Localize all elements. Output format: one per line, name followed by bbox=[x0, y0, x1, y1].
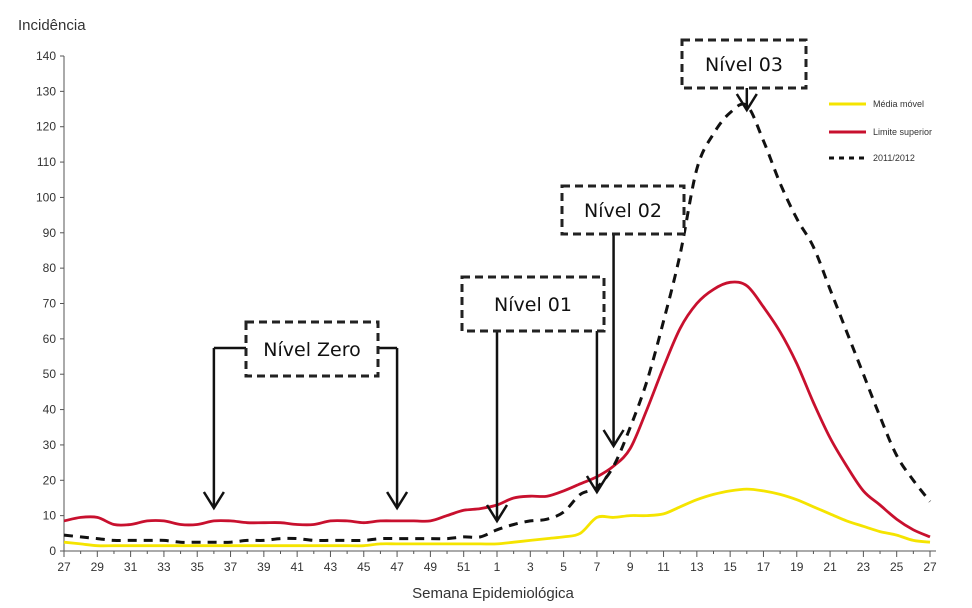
nivel-03-label: Nível 03 bbox=[705, 54, 783, 76]
y-tick-label: 0 bbox=[49, 544, 56, 558]
x-tick-label: 41 bbox=[290, 560, 304, 574]
nivel-zero-box bbox=[244, 320, 380, 378]
x-tick-label: 51 bbox=[457, 560, 471, 574]
x-tick-label: 1 bbox=[494, 560, 501, 574]
nivel-zero-left-arrow-head bbox=[202, 491, 225, 511]
legend-2011-2012-label: 2011/2012 bbox=[873, 153, 915, 163]
x-tick-label: 23 bbox=[857, 560, 871, 574]
nivel-01-left-arrow-head bbox=[485, 504, 509, 524]
x-tick-label: 17 bbox=[757, 560, 771, 574]
legend-media-movel-label: Média móvel bbox=[873, 99, 924, 109]
x-tick-label: 29 bbox=[91, 560, 105, 574]
nivel-02-arrow-head bbox=[602, 429, 625, 449]
y-axis-title: Incidência bbox=[18, 17, 86, 34]
y-tick-label: 10 bbox=[43, 509, 57, 523]
nivel-zero-label: Nível Zero bbox=[263, 339, 360, 361]
y-tick-label: 50 bbox=[43, 367, 57, 381]
x-tick-label: 47 bbox=[390, 560, 404, 574]
y-tick-label: 30 bbox=[43, 438, 57, 452]
nivel-03-box bbox=[680, 38, 808, 90]
annotation-layer: Nível Zero Nível 01 Nível 02 Nível 03 bbox=[202, 38, 808, 524]
legend-limite-superior-label: Limite superior bbox=[873, 127, 932, 137]
x-tick-label: 13 bbox=[690, 560, 704, 574]
y-tick-label: 130 bbox=[36, 84, 56, 98]
nivel-01-label: Nível 01 bbox=[494, 294, 572, 316]
x-tick-label: 39 bbox=[257, 560, 271, 574]
y-tick-label: 80 bbox=[43, 261, 57, 275]
y-tick-label: 100 bbox=[36, 190, 56, 204]
y-tick-label: 70 bbox=[43, 297, 57, 311]
nivel-02-box bbox=[560, 184, 686, 236]
x-tick-label: 43 bbox=[324, 560, 338, 574]
x-tick-label: 19 bbox=[790, 560, 804, 574]
x-tick-label: 37 bbox=[224, 560, 238, 574]
y-tick-label: 40 bbox=[43, 403, 57, 417]
x-tick-label: 9 bbox=[627, 560, 634, 574]
y-tick-label: 120 bbox=[36, 120, 56, 134]
x-tick-label: 31 bbox=[124, 560, 138, 574]
nivel-02-label: Nível 02 bbox=[584, 200, 662, 222]
x-tick-label: 5 bbox=[560, 560, 567, 574]
series-media-movel-line bbox=[63, 487, 931, 548]
x-tick-label: 7 bbox=[594, 560, 601, 574]
x-tick-label: 15 bbox=[723, 560, 737, 574]
x-tick-label: 35 bbox=[191, 560, 205, 574]
y-tick-label: 60 bbox=[43, 332, 57, 346]
x-tick-label: 11 bbox=[657, 560, 670, 574]
y-tick-label: 20 bbox=[43, 473, 57, 487]
y-tick-label: 90 bbox=[43, 226, 57, 240]
x-tick-label: 49 bbox=[424, 560, 438, 574]
nivel-01-right-arrow-head bbox=[585, 475, 608, 495]
nivel-01-box bbox=[460, 275, 606, 333]
x-tick-label: 33 bbox=[157, 560, 171, 574]
nivel-03-arrow-head bbox=[735, 93, 758, 113]
x-tick-label: 27 bbox=[923, 560, 937, 574]
y-tick-label: 110 bbox=[37, 155, 56, 169]
y-tick-label: 140 bbox=[36, 49, 56, 63]
x-tick-label: 3 bbox=[527, 560, 534, 574]
series-2011-2012-line bbox=[63, 102, 932, 544]
nivel-zero-right-arrow-head bbox=[386, 491, 409, 511]
legend: Média móvel Limite superior 2011/2012 bbox=[829, 99, 932, 163]
x-tick-label: 21 bbox=[823, 560, 837, 574]
x-tick-label: 45 bbox=[357, 560, 371, 574]
x-tick-label: 25 bbox=[890, 560, 904, 574]
x-axis-title: Semana Epidemiológica bbox=[412, 585, 574, 602]
x-tick-label: 27 bbox=[57, 560, 71, 574]
